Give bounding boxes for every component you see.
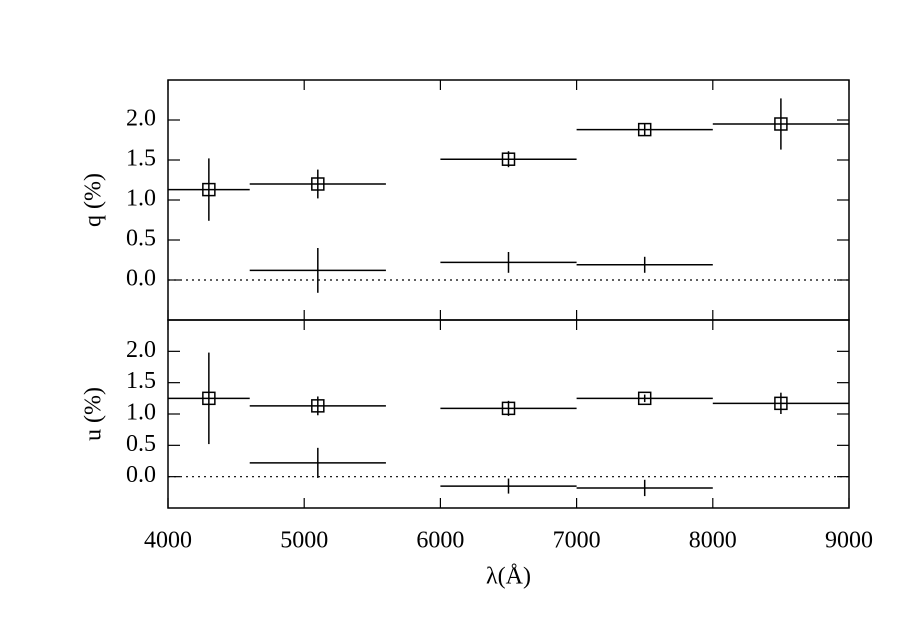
- data-point: [501, 401, 516, 416]
- data-point: [637, 391, 652, 406]
- x-axis-label: λ(Å): [486, 564, 531, 590]
- x-tick-label: 5000: [280, 528, 328, 554]
- data-point: [774, 396, 788, 411]
- x-tick-label: 8000: [689, 528, 737, 554]
- data-point: [311, 399, 325, 413]
- data-point: [202, 182, 216, 197]
- y-tick-label: 2.0: [126, 106, 156, 132]
- y-tick-label: 0.0: [126, 462, 156, 488]
- y-tick-label: 1.0: [126, 186, 156, 212]
- y-tick-label: 0.5: [126, 226, 156, 252]
- x-tick-label: 9000: [825, 528, 873, 554]
- data-point: [202, 391, 216, 406]
- y-tick-label: 1.0: [126, 400, 156, 426]
- data-point: [311, 177, 325, 191]
- y-tick-label: 2.0: [126, 337, 156, 363]
- x-tick-label: 4000: [144, 528, 192, 554]
- x-tick-label: 7000: [553, 528, 601, 554]
- data-point: [501, 152, 516, 166]
- data-point: [637, 122, 652, 137]
- x-tick-label: 6000: [416, 528, 464, 554]
- y-tick-label: 1.5: [126, 368, 156, 394]
- y-tick-label: 1.5: [126, 146, 156, 172]
- y-tick-label: 0.0: [126, 266, 156, 292]
- plot-frame: [167, 79, 850, 321]
- y-axis-label: u (%): [81, 387, 107, 441]
- y-tick-label: 0.5: [126, 431, 156, 457]
- data-point: [774, 117, 788, 131]
- y-axis-label: q (%): [81, 173, 107, 227]
